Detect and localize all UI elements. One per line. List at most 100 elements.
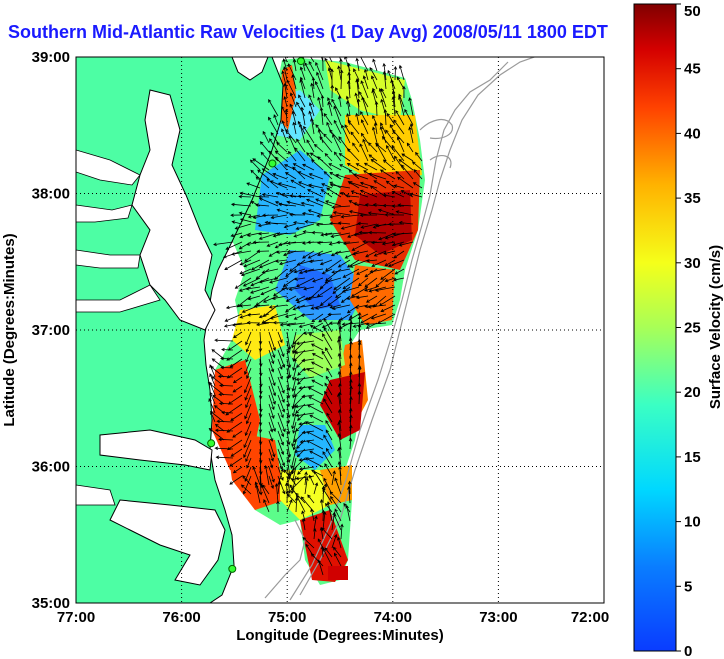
velocity-vector xyxy=(307,240,324,245)
velocity-vector xyxy=(256,322,270,327)
velocity-vector xyxy=(308,183,324,189)
velocity-vector xyxy=(315,222,333,227)
velocity-vector xyxy=(234,277,252,289)
velocity-vector xyxy=(371,75,378,90)
colorbar: 0 5 10 15 20 25 30 35 40 45 50 Surface Velocity (c… xyxy=(633,3,724,659)
velocity-vector xyxy=(268,331,276,352)
velocity-vector xyxy=(258,313,270,319)
velocity-vector xyxy=(293,232,306,238)
velocity-vector xyxy=(320,545,325,558)
velocity-vector xyxy=(216,419,234,424)
velocity-vector xyxy=(304,477,309,495)
velocity-vector xyxy=(277,376,285,394)
velocity-vector xyxy=(309,450,324,459)
velocity-vector xyxy=(246,232,261,237)
velocity-vector xyxy=(321,183,333,189)
velocity-vector xyxy=(392,129,405,144)
velocity-vector xyxy=(337,95,342,108)
velocity-vector xyxy=(303,331,315,335)
velocity-vector xyxy=(271,295,288,300)
velocity-vector xyxy=(284,57,288,63)
velocity-vector xyxy=(246,182,261,189)
velocity-vector xyxy=(315,198,333,207)
velocity-vector xyxy=(231,250,252,256)
velocity-vector xyxy=(306,152,315,162)
velocity-vector xyxy=(329,183,351,189)
velocity-vector xyxy=(398,93,405,108)
velocity-vector xyxy=(346,112,351,126)
velocity-vector xyxy=(313,482,319,495)
velocity-vector xyxy=(311,313,324,323)
velocity-vector xyxy=(332,133,342,153)
velocity-vector xyxy=(370,313,387,320)
velocity-vector xyxy=(232,376,243,384)
velocity-vector xyxy=(340,223,360,230)
velocity-vector xyxy=(304,62,315,81)
colorbar-label: Surface Velocity (cm/s) xyxy=(707,245,724,409)
velocity-vector xyxy=(262,295,279,303)
colorbar-tick-label: 0 xyxy=(684,643,692,659)
velocity-vector xyxy=(209,391,216,405)
velocity-vector xyxy=(327,101,333,117)
velocity-vector xyxy=(286,439,292,458)
velocity-vector xyxy=(230,412,243,421)
velocity-vector xyxy=(322,57,324,72)
velocity-vector xyxy=(315,124,324,135)
velocity-vector xyxy=(310,57,315,63)
velocity-vector xyxy=(380,122,387,135)
velocity-vector xyxy=(353,232,369,237)
x-tick-label: 76:00 xyxy=(162,609,200,626)
velocity-vector xyxy=(291,403,297,418)
velocity-vector xyxy=(258,331,263,345)
velocity-vector xyxy=(257,223,270,228)
velocity-vector xyxy=(268,412,276,432)
velocity-vector xyxy=(332,211,351,216)
velocity-vector xyxy=(345,95,351,108)
velocity-vector xyxy=(297,194,315,199)
velocity-vector xyxy=(325,200,342,207)
velocity-vector xyxy=(268,150,279,162)
velocity-vector xyxy=(286,470,294,486)
velocity-vector xyxy=(377,208,396,216)
velocity-vector xyxy=(325,259,342,272)
velocity-vector xyxy=(268,367,276,387)
velocity-vector xyxy=(277,412,286,433)
velocity-vector xyxy=(333,105,342,126)
velocity-vector xyxy=(372,115,378,126)
velocity-vector xyxy=(277,331,283,344)
velocity-vector xyxy=(364,277,378,288)
velocity-vector xyxy=(329,129,342,144)
velocity-vector xyxy=(245,349,252,363)
velocity-vector xyxy=(365,295,378,303)
velocity-vector xyxy=(269,277,288,284)
velocity-vector xyxy=(292,358,297,372)
colorbar-tick-label: 15 xyxy=(684,449,701,466)
velocity-vector xyxy=(311,76,316,90)
velocity-vector xyxy=(243,430,252,449)
x-axis-label: Longitude (Degrees:Minutes) xyxy=(236,627,444,644)
velocity-vector xyxy=(342,277,360,290)
velocity-vector xyxy=(286,349,292,369)
velocity-vector xyxy=(301,518,306,531)
velocity-vector xyxy=(393,250,405,259)
velocity-vector xyxy=(382,70,387,90)
velocity-vector xyxy=(244,250,261,262)
velocity-vector xyxy=(306,440,324,450)
velocity-vector xyxy=(373,250,387,257)
velocity-vector xyxy=(239,259,252,266)
velocity-vector xyxy=(295,412,315,418)
velocity-vector xyxy=(294,147,306,162)
velocity-vector xyxy=(321,57,324,63)
velocity-vector xyxy=(292,58,297,72)
velocity-vector xyxy=(359,181,378,189)
velocity-vector xyxy=(209,373,216,387)
velocity-vector xyxy=(244,403,252,420)
velocity-vector xyxy=(331,470,336,486)
velocity-vector xyxy=(268,358,275,373)
velocity-vector xyxy=(339,164,351,171)
velocity-vector xyxy=(384,277,396,283)
velocity-vector xyxy=(224,259,243,270)
velocity-vector xyxy=(325,419,333,432)
velocity-vector xyxy=(396,136,405,153)
velocity-vector xyxy=(263,499,270,513)
